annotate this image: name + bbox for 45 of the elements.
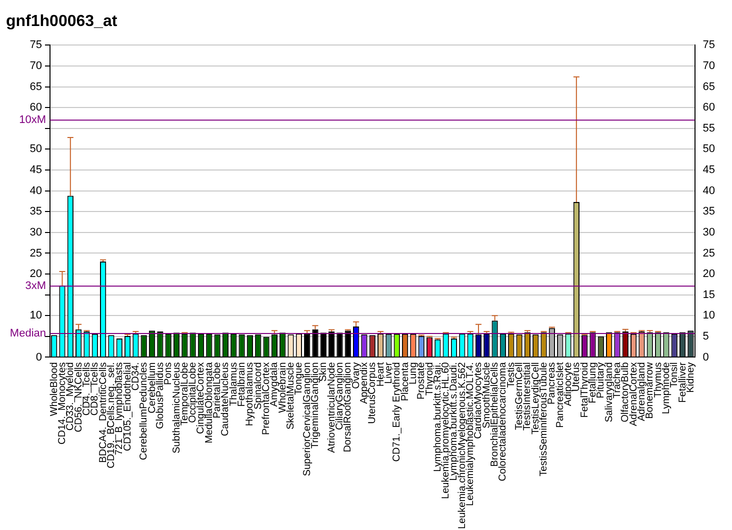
- y2-tick-label: 55: [702, 122, 716, 134]
- y2-tick-label: 70: [702, 60, 716, 72]
- y-tick-label: 10: [30, 310, 42, 322]
- chart-title: gnf1h00063_at: [6, 13, 118, 30]
- y2-tick-label: 30: [702, 226, 716, 238]
- y-tick-label: 70: [30, 60, 42, 72]
- x-tick-label: TestisLeydigCell: [530, 362, 542, 434]
- x-tick-label: Kidney: [685, 362, 696, 393]
- y-tick-label: 0: [36, 351, 42, 364]
- y2-tick-label: 45: [702, 164, 716, 176]
- ref-line-label: Median: [10, 328, 46, 340]
- x-tick-label: Adrenalgland: [636, 362, 648, 422]
- x-tick-label: Adipocyte: [563, 362, 574, 406]
- x-tick-label: CD71._Early Erythroid: [392, 362, 403, 462]
- y2-tick-label: 5: [702, 330, 709, 342]
- x-tick-label: CD14._Monocytes: [56, 362, 68, 444]
- y2-tick-label: 60: [702, 102, 716, 114]
- x-tick-label: TrigeminalGanglion: [310, 362, 321, 449]
- y-tick-label: 60: [30, 102, 42, 114]
- y2-tick-label: 40: [702, 184, 716, 197]
- x-tick-label: Lung: [408, 362, 419, 384]
- x-tick-label: CiliaryGanglion: [334, 362, 346, 430]
- y2-tick-label: 20: [702, 268, 716, 280]
- y-tick-label: 65: [30, 80, 42, 93]
- y2-tick-label: 75: [702, 39, 716, 52]
- y-tick-label: 25: [30, 247, 42, 260]
- y-tick-label: 35: [30, 206, 42, 218]
- y-tick-label: 50: [30, 143, 42, 156]
- y2-tick-label: 25: [702, 247, 716, 260]
- ref-line-label: 3xM: [25, 280, 46, 292]
- y-tick-label: 40: [30, 184, 42, 197]
- y-tick-label: 75: [30, 39, 42, 52]
- y2-tick-label: 15: [702, 288, 716, 301]
- y-tick-label: 30: [30, 226, 42, 238]
- y2-tick-label: 50: [702, 143, 716, 156]
- y2-tick-label: 65: [702, 80, 716, 93]
- y2-tick-label: 10: [702, 310, 716, 322]
- ref-line-label: 10xM: [19, 114, 46, 126]
- x-tick-label: UterusCorpus: [367, 362, 378, 424]
- x-tick-label: TemporalLobe: [179, 362, 190, 426]
- y-tick-label: 20: [30, 268, 42, 280]
- y2-tick-label: 35: [702, 206, 716, 218]
- x-tick-label: Spinalcord: [252, 362, 264, 410]
- y-tick-label: 45: [30, 164, 42, 176]
- y2-tick-label: 0: [702, 351, 709, 364]
